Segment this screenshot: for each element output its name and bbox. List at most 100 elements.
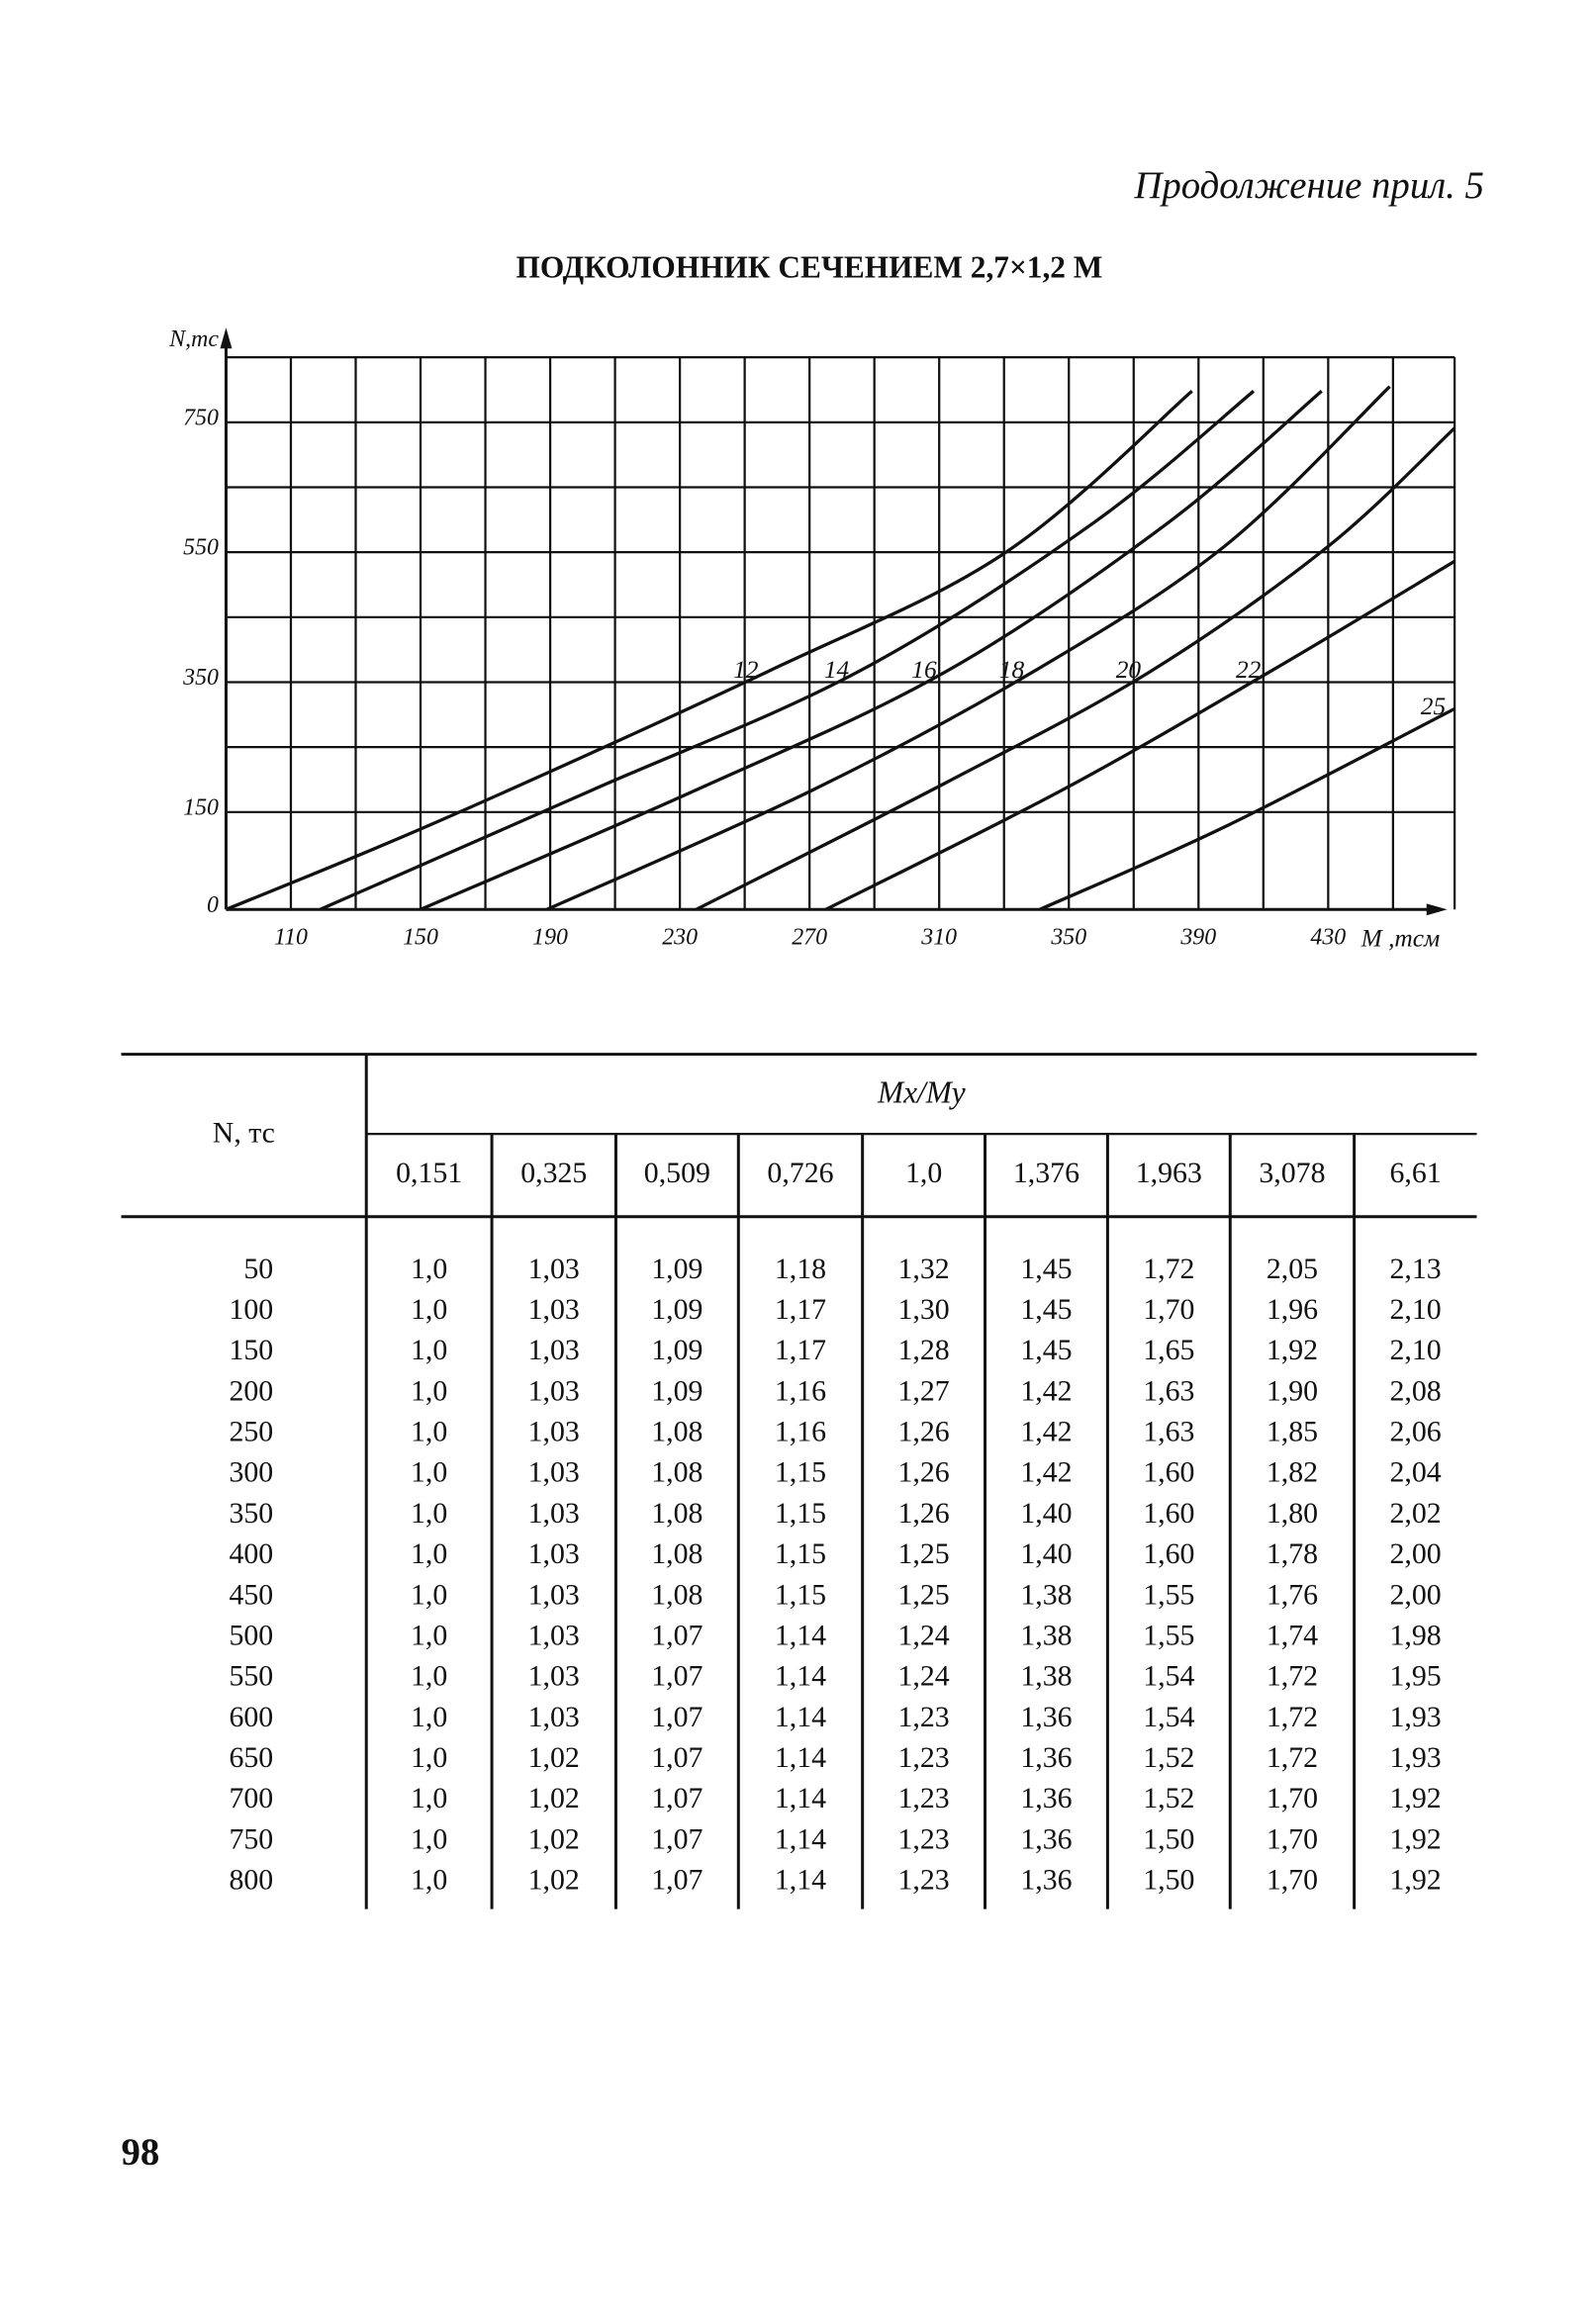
table-cell: 1,03 — [528, 1701, 580, 1733]
table-cell: 2,05 — [1267, 1253, 1318, 1285]
table-cell: 1,15 — [775, 1497, 826, 1530]
table-cell: 1,25 — [897, 1537, 949, 1570]
y-tick-label: 150 — [183, 794, 219, 820]
table-cell: 1,0 — [411, 1660, 447, 1693]
table-cell: 1,26 — [897, 1416, 949, 1448]
table-cell: 1,0 — [411, 1253, 447, 1285]
group-header: Mx/My — [877, 1075, 966, 1110]
column-header: 1,376 — [1013, 1157, 1079, 1189]
y-tick-label: 350 — [182, 665, 219, 691]
table-cell: 1,07 — [651, 1822, 703, 1855]
row-label: 100 — [229, 1293, 273, 1326]
table-cell: 1,92 — [1389, 1864, 1441, 1897]
table-cell: 1,23 — [897, 1701, 949, 1733]
table-cell: 1,60 — [1143, 1456, 1194, 1489]
curve-label: 20 — [1116, 656, 1142, 684]
table-cell: 1,72 — [1267, 1701, 1318, 1733]
table-cell: 1,16 — [775, 1416, 826, 1448]
table-cell: 1,18 — [775, 1253, 826, 1285]
table-cell: 1,76 — [1267, 1578, 1318, 1611]
table-cell: 1,52 — [1143, 1741, 1194, 1774]
table-cell: 1,65 — [1143, 1334, 1194, 1366]
table: N, тс Mx/My 0,151 0,325 0,509 0,726 1,0 1,376… — [121, 1053, 1477, 1909]
column-header: 0,325 — [520, 1157, 587, 1189]
row-label: 650 — [229, 1741, 273, 1774]
row-label: 750 — [229, 1822, 273, 1855]
table-cell: 1,07 — [651, 1741, 703, 1774]
row-label: 450 — [229, 1578, 273, 1611]
table-cell: 1,0 — [411, 1334, 447, 1366]
table-cell: 2,10 — [1389, 1293, 1441, 1326]
table-cell: 1,14 — [775, 1864, 826, 1897]
table-cell: 1,92 — [1267, 1334, 1318, 1366]
table-cell: 1,25 — [897, 1578, 949, 1611]
curves: 12 14 16 18 20 22 25 — [225, 385, 1456, 911]
table-cell: 1,42 — [1020, 1456, 1072, 1489]
table-cell: 1,80 — [1267, 1497, 1318, 1530]
row-label: 400 — [229, 1537, 273, 1570]
table-cell: 1,72 — [1267, 1660, 1318, 1693]
table-cell: 1,02 — [528, 1822, 580, 1855]
y-tick-label: 750 — [183, 405, 219, 430]
table-cell: 1,38 — [1020, 1660, 1072, 1693]
table-cell: 2,04 — [1389, 1456, 1441, 1489]
table-cell: 1,15 — [775, 1456, 826, 1489]
table-cell: 1,03 — [528, 1578, 580, 1611]
table-cell: 1,92 — [1389, 1822, 1441, 1855]
table-cell: 1,54 — [1143, 1701, 1194, 1733]
table-cell: 1,60 — [1143, 1537, 1194, 1570]
table-cell: 1,54 — [1143, 1660, 1194, 1693]
table-cell: 1,07 — [651, 1864, 703, 1897]
table-cell: 2,06 — [1389, 1416, 1441, 1448]
table-cell: 1,0 — [411, 1864, 447, 1897]
column-header: 0,151 — [396, 1157, 462, 1189]
curve — [420, 390, 1323, 911]
table-cell: 2,08 — [1389, 1374, 1441, 1407]
column-header: 6,61 — [1389, 1157, 1441, 1189]
x-axis-label: M ,тсм — [1360, 924, 1441, 952]
table-cell: 1,72 — [1143, 1253, 1194, 1285]
table-cell: 1,63 — [1143, 1416, 1194, 1448]
table-cell: 1,03 — [528, 1334, 580, 1366]
row-header: N, тс — [213, 1116, 275, 1149]
row-label: 300 — [229, 1456, 273, 1489]
table-cell: 1,82 — [1267, 1456, 1318, 1489]
table-cell: 1,27 — [897, 1374, 949, 1407]
table-cell: 1,63 — [1143, 1374, 1194, 1407]
table-cell: 1,70 — [1143, 1293, 1194, 1326]
table-cell: 1,09 — [651, 1334, 703, 1366]
table-cell: 2,00 — [1389, 1537, 1441, 1570]
table-cell: 1,0 — [411, 1416, 447, 1448]
table-cell: 1,03 — [528, 1374, 580, 1407]
x-axis-arrow — [1426, 903, 1448, 916]
table-cell: 1,30 — [897, 1293, 949, 1326]
table-cell: 1,02 — [528, 1741, 580, 1774]
table-cell: 1,36 — [1020, 1782, 1072, 1814]
curve — [225, 390, 1193, 911]
table-cell: 1,08 — [651, 1578, 703, 1611]
curve — [1039, 706, 1455, 911]
table-cell: 1,23 — [897, 1741, 949, 1774]
table-cell: 1,15 — [775, 1578, 826, 1611]
x-tick-label: 110 — [274, 925, 308, 951]
x-tick-label: 350 — [1050, 925, 1086, 951]
table-cell: 1,14 — [775, 1619, 826, 1651]
row-label: 350 — [229, 1497, 273, 1530]
table-cell: 1,0 — [411, 1497, 447, 1530]
row-label: 550 — [229, 1660, 273, 1693]
table-cell: 1,23 — [897, 1782, 949, 1814]
row-label: 200 — [229, 1374, 273, 1407]
table-cell: 1,85 — [1267, 1416, 1318, 1448]
row-label: 800 — [229, 1864, 273, 1897]
table-cell: 1,16 — [775, 1374, 826, 1407]
table-cell: 1,26 — [897, 1456, 949, 1489]
table-cell: 1,50 — [1143, 1822, 1194, 1855]
table-cell: 1,03 — [528, 1619, 580, 1651]
table-cell: 1,50 — [1143, 1864, 1194, 1897]
curve-label: 16 — [911, 656, 937, 684]
row-label: 700 — [229, 1782, 273, 1814]
table-cell: 1,38 — [1020, 1619, 1072, 1651]
table-cell: 1,03 — [528, 1456, 580, 1489]
table-cell: 1,0 — [411, 1537, 447, 1570]
